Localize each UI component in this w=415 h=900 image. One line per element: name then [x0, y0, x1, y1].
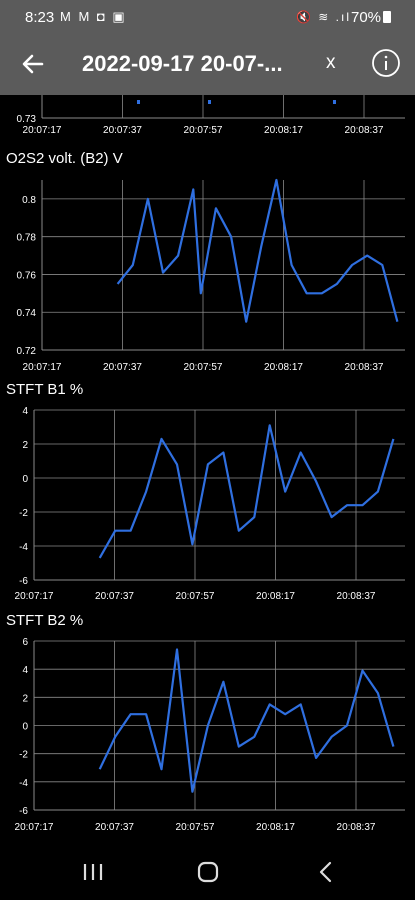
app-bar: 2022-09-17 20-07-... x	[0, 33, 415, 95]
y-tick-label: -2	[19, 750, 28, 761]
x-tick-label: 20:07:57	[184, 362, 223, 373]
data-point	[208, 100, 211, 104]
x-tick-label: 20:07:57	[176, 822, 215, 833]
y-tick-label: 6	[22, 637, 28, 648]
x-tick-label: 20:07:17	[15, 591, 54, 602]
y-tick-label: 2	[22, 440, 28, 451]
back-nav-icon[interactable]	[295, 852, 355, 892]
y-tick-label: 0.74	[17, 308, 37, 319]
x-tick-label: 20:08:37	[345, 125, 384, 136]
data-point	[333, 100, 336, 104]
y-tick-label: 0.8	[22, 195, 36, 206]
page-title: 2022-09-17 20-07-...	[82, 51, 283, 76]
system-icons: 🔇 ≋ .ıl	[296, 10, 351, 24]
x-tick-label: 20:08:17	[256, 822, 295, 833]
x-tick-label: 20:08:17	[264, 362, 303, 373]
x-tick-label: 20:07:57	[176, 591, 215, 602]
series-line	[98, 424, 395, 559]
x-tick-label: 20:07:37	[103, 362, 142, 373]
y-tick-label: 0	[22, 474, 28, 485]
series-line	[98, 648, 395, 793]
y-tick-label: -6	[19, 806, 28, 817]
y-tick-label: 2	[22, 693, 28, 704]
back-arrow-icon[interactable]	[18, 49, 48, 79]
x-tick-label: 20:08:17	[256, 591, 295, 602]
y-tick-label: 0.73	[17, 114, 37, 125]
y-tick-label: -4	[19, 778, 28, 789]
y-tick-label: -2	[19, 508, 28, 519]
charts-area[interactable]: 20:07:17 20:07:37 20:07:57 20:08:17 20:08:37…	[0, 95, 415, 840]
x-tick-label: 20:07:37	[103, 125, 142, 136]
x-tick-label: 20:08:37	[337, 822, 376, 833]
y-tick-label: 0.76	[17, 270, 37, 281]
battery-percent: 70%	[351, 9, 382, 26]
y-tick-label: -4	[19, 542, 28, 553]
info-icon[interactable]	[371, 48, 401, 78]
battery-icon	[383, 11, 392, 23]
navigation-bar	[0, 840, 415, 900]
x-tick-label: 20:07:17	[23, 125, 62, 136]
x-tick-label: 20:07:37	[95, 591, 134, 602]
chart-title-stft-b2: STFT B2 %	[6, 612, 84, 629]
battery-indicator: 70%	[351, 9, 392, 26]
x-tick-label: 20:07:37	[95, 822, 134, 833]
data-point	[137, 100, 140, 104]
y-tick-label: -6	[19, 576, 28, 587]
x-tick-label: 20:07:17	[15, 822, 54, 833]
y-tick-label: 4	[22, 406, 28, 417]
x-tick-label: 20:07:57	[184, 125, 223, 136]
x-tick-label: 20:08:17	[264, 125, 303, 136]
chart-title-stft-b1: STFT B1 %	[6, 381, 84, 398]
x-tick-label: 20:08:37	[337, 591, 376, 602]
y-tick-label: 0	[22, 722, 28, 733]
status-bar: 8:23 M M ◘ ▣ 🔇 ≋ .ıl 70%	[0, 0, 415, 33]
home-icon[interactable]	[178, 852, 238, 892]
recent-apps-icon[interactable]	[63, 852, 123, 892]
status-time: 8:23	[25, 9, 55, 26]
x-tick-label: 20:07:17	[23, 362, 62, 373]
chart-title-o2s2: O2S2 volt. (B2) V	[6, 150, 123, 167]
close-button[interactable]: x	[326, 52, 336, 73]
y-tick-label: 0.78	[17, 233, 37, 244]
y-tick-label: 0.72	[17, 346, 37, 357]
notification-icons: M M ◘ ▣	[60, 9, 127, 24]
series-line	[116, 178, 399, 323]
x-tick-label: 20:08:37	[345, 362, 384, 373]
y-tick-label: 4	[22, 665, 28, 676]
